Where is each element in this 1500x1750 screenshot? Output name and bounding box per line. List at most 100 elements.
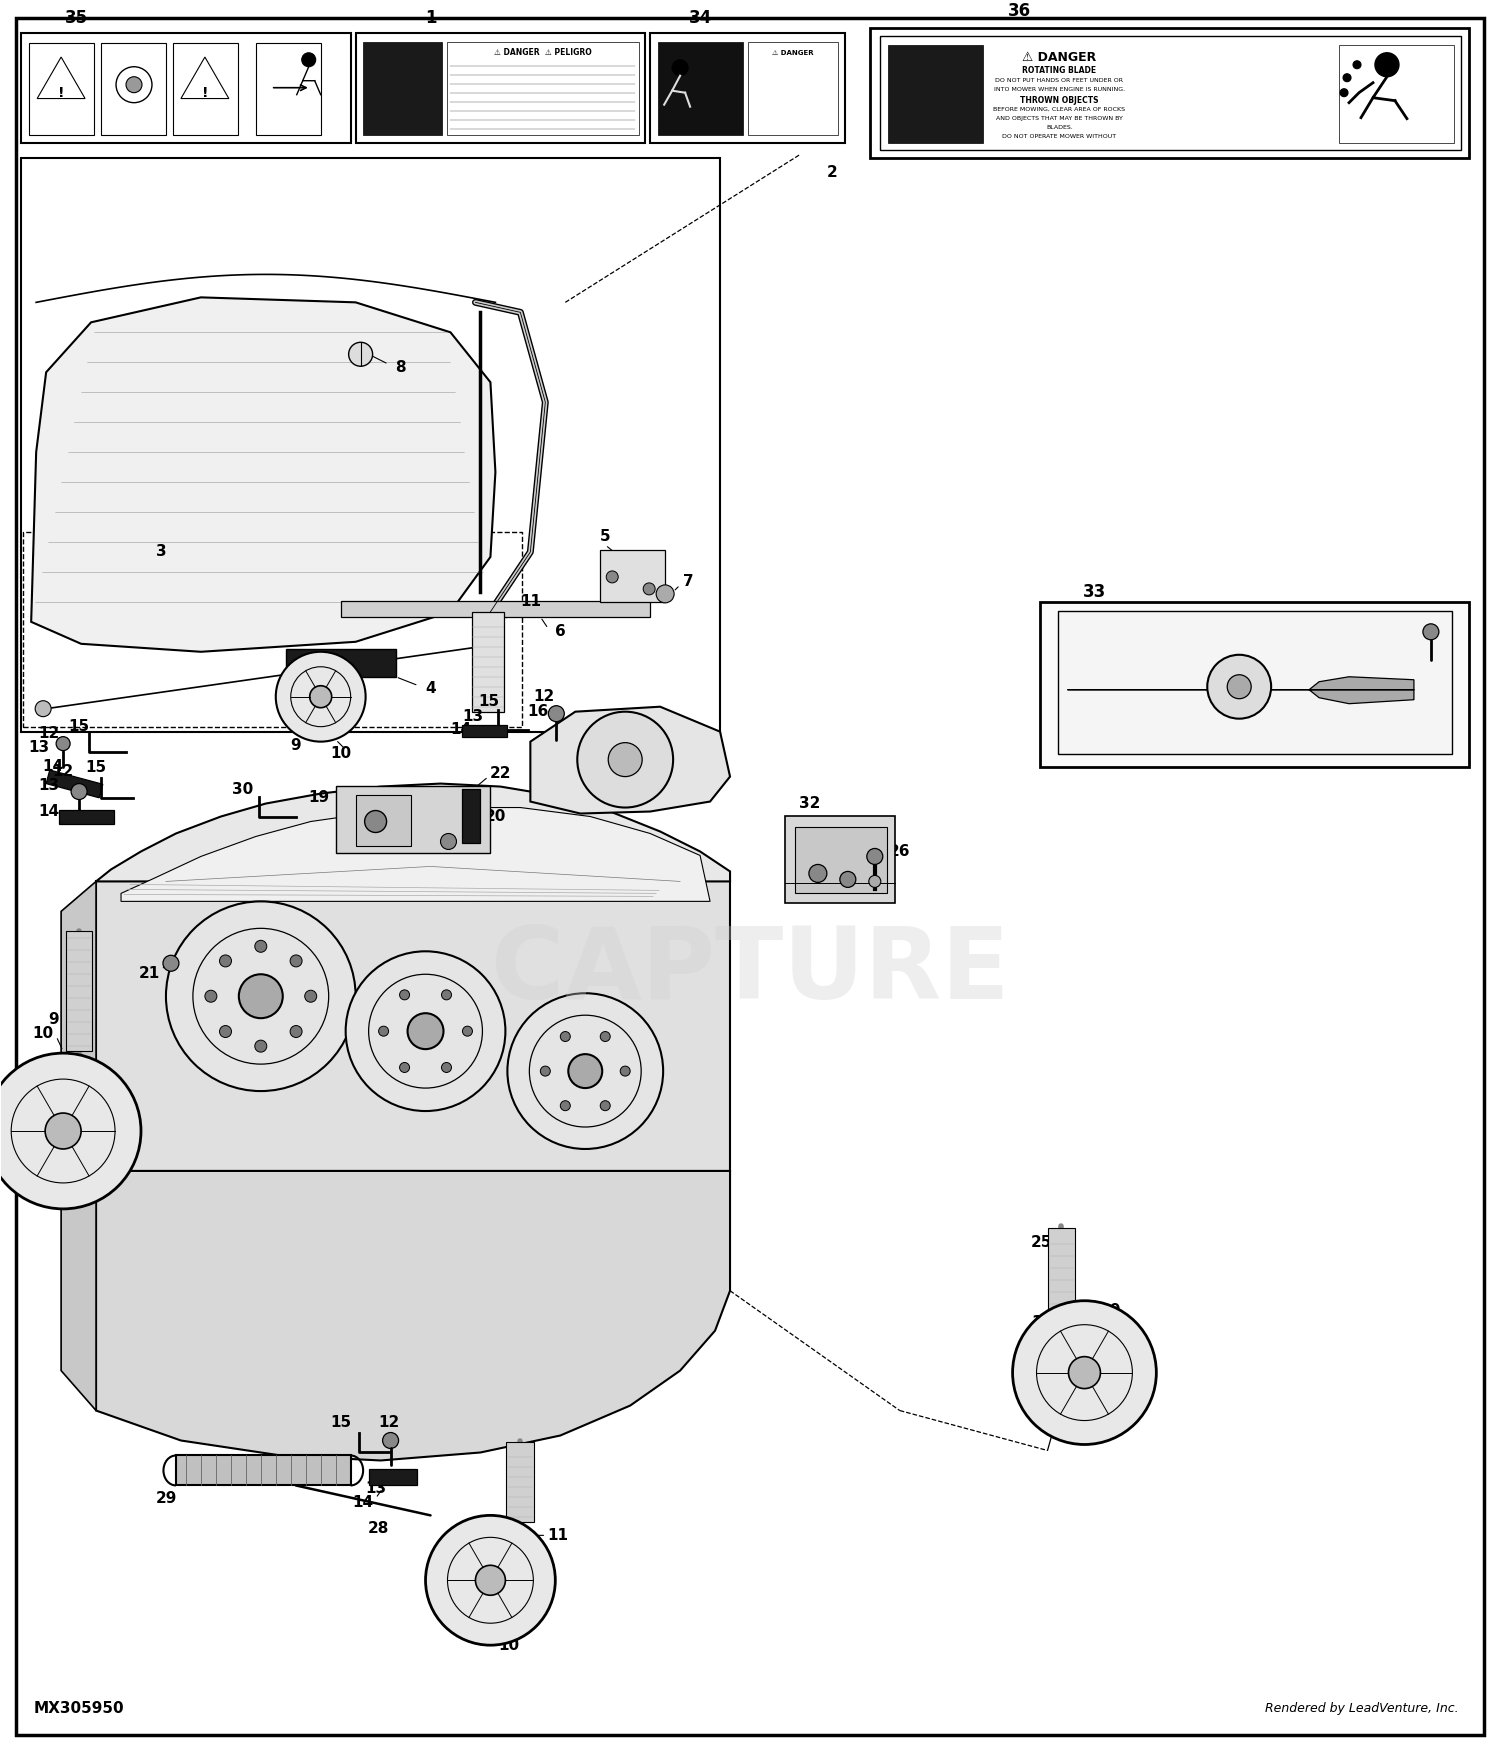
Text: 16: 16 bbox=[528, 704, 549, 719]
Text: 13: 13 bbox=[39, 779, 60, 793]
Circle shape bbox=[561, 1031, 570, 1041]
Circle shape bbox=[808, 864, 826, 882]
Circle shape bbox=[345, 952, 506, 1111]
Text: 23: 23 bbox=[819, 849, 840, 864]
Text: 7: 7 bbox=[682, 574, 693, 590]
Bar bbox=[880, 35, 1461, 149]
Circle shape bbox=[164, 956, 178, 971]
Text: DO NOT PUT HANDS OR FEET UNDER OR: DO NOT PUT HANDS OR FEET UNDER OR bbox=[996, 79, 1124, 84]
Polygon shape bbox=[96, 882, 730, 1171]
Bar bbox=[600, 550, 664, 602]
Bar bbox=[462, 724, 507, 737]
Text: 14: 14 bbox=[42, 760, 63, 774]
Text: CAPTURE: CAPTURE bbox=[490, 922, 1010, 1020]
Bar bbox=[472, 612, 504, 712]
Circle shape bbox=[441, 1062, 452, 1073]
Polygon shape bbox=[1068, 677, 1414, 704]
Text: !: ! bbox=[201, 86, 208, 100]
Bar bbox=[21, 158, 720, 731]
Text: 9: 9 bbox=[48, 1011, 58, 1027]
Text: 12: 12 bbox=[378, 1416, 399, 1430]
Text: 13: 13 bbox=[364, 1480, 386, 1496]
Text: 22: 22 bbox=[489, 766, 512, 780]
Circle shape bbox=[304, 990, 316, 1003]
Text: 6: 6 bbox=[555, 625, 566, 639]
Text: 4: 4 bbox=[424, 681, 436, 696]
Polygon shape bbox=[531, 707, 730, 814]
Circle shape bbox=[309, 686, 332, 707]
Circle shape bbox=[364, 810, 387, 833]
Circle shape bbox=[644, 583, 656, 595]
Text: 31: 31 bbox=[33, 1162, 54, 1176]
Text: 15: 15 bbox=[69, 719, 90, 735]
Bar bbox=[28, 42, 94, 135]
Text: !: ! bbox=[58, 86, 64, 100]
Text: 14: 14 bbox=[39, 803, 60, 819]
Text: 10: 10 bbox=[1030, 1316, 1051, 1330]
Bar bbox=[650, 33, 844, 142]
Circle shape bbox=[476, 1564, 506, 1596]
Circle shape bbox=[238, 975, 284, 1018]
Polygon shape bbox=[182, 58, 230, 98]
Circle shape bbox=[1208, 654, 1270, 719]
Text: 17: 17 bbox=[1070, 649, 1090, 665]
Text: INTO MOWER WHEN ENGINE IS RUNNING.: INTO MOWER WHEN ENGINE IS RUNNING. bbox=[994, 88, 1125, 93]
Circle shape bbox=[290, 956, 302, 968]
Bar bbox=[447, 42, 639, 135]
Bar bbox=[22, 532, 522, 726]
Polygon shape bbox=[96, 784, 730, 882]
Circle shape bbox=[441, 833, 456, 849]
Text: ⚠ DANGER  ⚠ PELIGRO: ⚠ DANGER ⚠ PELIGRO bbox=[495, 49, 592, 58]
Text: 12: 12 bbox=[534, 690, 555, 704]
Polygon shape bbox=[122, 807, 709, 901]
Text: ROTATING BLADE: ROTATING BLADE bbox=[1023, 66, 1096, 75]
Bar bbox=[1047, 1228, 1076, 1334]
Text: BEFORE MOWING, CLEAR AREA OF ROCKS: BEFORE MOWING, CLEAR AREA OF ROCKS bbox=[993, 107, 1125, 112]
Text: Rendered by LeadVenture, Inc.: Rendered by LeadVenture, Inc. bbox=[1264, 1701, 1460, 1715]
Text: 9: 9 bbox=[514, 1622, 525, 1638]
Text: 15: 15 bbox=[86, 760, 106, 775]
Text: 12: 12 bbox=[39, 726, 60, 742]
Circle shape bbox=[868, 875, 880, 887]
Circle shape bbox=[348, 343, 372, 366]
Text: 8: 8 bbox=[396, 360, 406, 374]
Text: 15: 15 bbox=[330, 1416, 351, 1430]
Circle shape bbox=[1353, 61, 1360, 68]
Circle shape bbox=[1424, 623, 1438, 640]
Bar bbox=[172, 42, 238, 135]
Polygon shape bbox=[62, 882, 96, 1410]
Circle shape bbox=[561, 1101, 570, 1111]
Circle shape bbox=[255, 1040, 267, 1052]
Circle shape bbox=[378, 1026, 388, 1036]
Circle shape bbox=[540, 1066, 550, 1076]
Bar bbox=[356, 33, 645, 142]
Circle shape bbox=[382, 1433, 399, 1449]
Circle shape bbox=[408, 1013, 444, 1050]
Bar bbox=[870, 28, 1468, 158]
Bar bbox=[1340, 46, 1454, 142]
Bar bbox=[256, 42, 321, 135]
Circle shape bbox=[1227, 676, 1251, 698]
Bar bbox=[658, 42, 742, 135]
Bar bbox=[784, 816, 895, 903]
Text: 29: 29 bbox=[156, 1491, 177, 1507]
Text: 28: 28 bbox=[368, 1521, 390, 1536]
Bar bbox=[21, 33, 351, 142]
Text: 13: 13 bbox=[28, 740, 50, 756]
Circle shape bbox=[219, 1026, 231, 1038]
Text: 24: 24 bbox=[850, 859, 873, 875]
Polygon shape bbox=[38, 58, 86, 98]
Text: 10: 10 bbox=[33, 1026, 54, 1041]
Text: THROWN OBJECTS: THROWN OBJECTS bbox=[1020, 96, 1098, 105]
Circle shape bbox=[620, 1066, 630, 1076]
Text: 30: 30 bbox=[232, 782, 254, 796]
Circle shape bbox=[56, 737, 70, 751]
Circle shape bbox=[867, 849, 883, 864]
Text: 3: 3 bbox=[156, 544, 166, 560]
Circle shape bbox=[399, 1062, 410, 1073]
Text: 9: 9 bbox=[291, 738, 302, 752]
Bar bbox=[1058, 611, 1452, 754]
Bar bbox=[46, 770, 104, 798]
Circle shape bbox=[206, 990, 218, 1003]
Text: 27: 27 bbox=[1086, 1416, 1108, 1430]
